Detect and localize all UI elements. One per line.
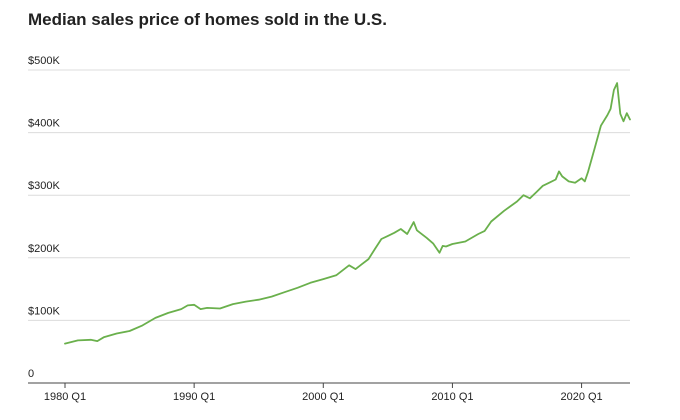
y-axis-ticks: 0 $100K $200K $300K $400K $500K [28, 55, 60, 380]
chart-title: Median sales price of homes sold in the … [28, 10, 387, 29]
x-tick-label: 1990 Q1 [173, 391, 215, 403]
x-tick-label: 2000 Q1 [302, 391, 344, 403]
series-layer [64, 82, 631, 345]
y-tick-label: $500K [28, 55, 60, 67]
y-tick-label: 0 [28, 368, 34, 380]
x-tick-label: 1980 Q1 [44, 391, 86, 403]
x-axis-ticks: 1980 Q1 1990 Q1 2000 Q1 2010 Q1 2020 Q1 [44, 383, 603, 403]
x-tick-label: 2020 Q1 [560, 391, 602, 403]
y-tick-label: $200K [28, 243, 60, 255]
y-tick-label: $400K [28, 118, 60, 130]
series-line [64, 82, 631, 345]
x-tick-label: 2010 Q1 [431, 391, 473, 403]
y-tick-label: $100K [28, 305, 60, 317]
gridlines [28, 69, 630, 321]
y-tick-label: $300K [28, 180, 60, 192]
